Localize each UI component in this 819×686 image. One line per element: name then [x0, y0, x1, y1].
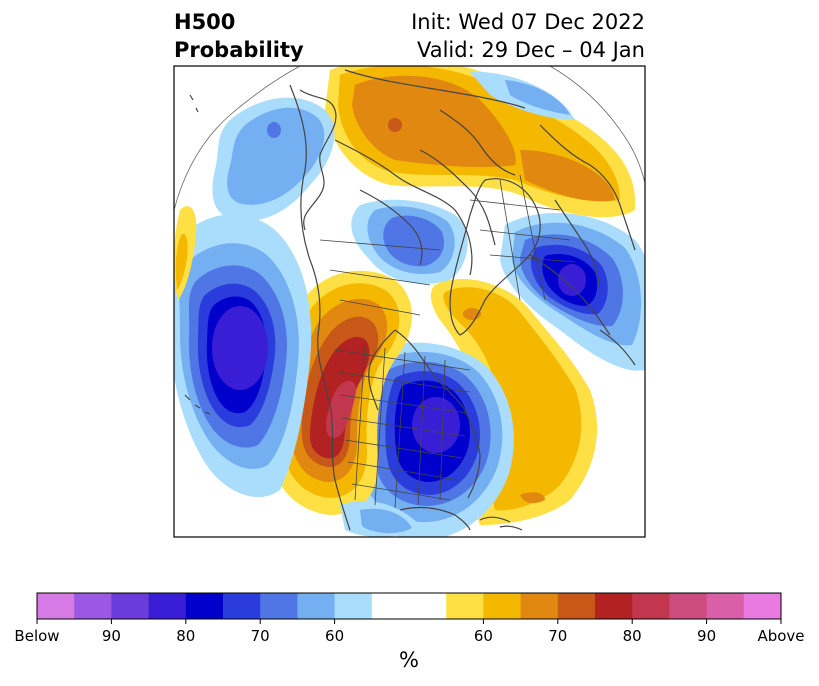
init-date: Init: Wed 07 Dec 2022 [411, 10, 645, 34]
colorbar-swatch [371, 593, 410, 619]
colorbar-swatch [483, 593, 522, 619]
chart-subtitle: Init: Wed 07 Dec 2022 Valid: 29 Dec – 04… [411, 8, 645, 64]
colorbar-swatch [148, 593, 187, 619]
colorbar-tick-label: 70 [548, 627, 568, 645]
arctic-cold-anomaly [470, 71, 575, 120]
colorbar-swatch [223, 593, 261, 619]
colorbar-swatch [557, 593, 596, 619]
colorbar-swatch [595, 593, 633, 619]
colorbar-tick-label: 90 [101, 627, 121, 645]
colorbar-unit: % [399, 648, 419, 672]
colorbar-tick-label: 70 [250, 627, 270, 645]
colorbar-swatch [111, 593, 150, 619]
political-boundaries [319, 174, 576, 509]
colorbar-tick-label: Below [14, 627, 60, 645]
colorbar-tick-label: 90 [697, 627, 717, 645]
colorbar-swatch [743, 593, 782, 619]
colorbar-swatch [409, 593, 447, 619]
chart-title: H500 Probability [174, 8, 304, 64]
colorbar-frame [36, 592, 782, 620]
valid-range: Valid: 29 Dec – 04 Jan [416, 38, 645, 62]
colorbar-tick-label: 60 [325, 627, 345, 645]
colorbar-tick-label: 80 [176, 627, 196, 645]
colorbar-tick-label: 60 [473, 627, 493, 645]
colorbar-swatch [185, 593, 224, 619]
mexico-cold-sliver [340, 501, 420, 537]
colorbar-swatch [297, 593, 336, 619]
arctic-warm-anomaly [325, 66, 636, 218]
colorbar-tick-label: Above [757, 627, 805, 645]
map-frame-content [174, 66, 645, 537]
colorbar-swatch [446, 593, 484, 619]
title-product: Probability [174, 38, 304, 62]
coastline-overlay [174, 66, 645, 531]
colorbar-swatch [334, 593, 373, 619]
map-frame [173, 65, 646, 538]
colorbar-swatch [74, 593, 112, 619]
colorbar-swatch [37, 593, 75, 619]
colorbar-swatch [520, 593, 559, 619]
colorbar-swatch [260, 593, 298, 619]
pacific-warm-sliver [174, 206, 197, 300]
eastern-us-cold-anomaly [350, 342, 514, 537]
colorbar-tick-label: 80 [622, 627, 642, 645]
colorbar-swatch [632, 593, 670, 619]
greenland-cold-anomaly [351, 199, 468, 284]
probability-fields [174, 66, 645, 537]
pacific-cold-anomaly [174, 214, 312, 498]
colorbar-swatch [669, 593, 708, 619]
colorbar-ticks [36, 619, 782, 624]
colorbar [37, 593, 782, 619]
title-variable: H500 [174, 10, 236, 34]
colorbar-swatch [706, 593, 745, 619]
bering-cold-anomaly [212, 97, 335, 221]
